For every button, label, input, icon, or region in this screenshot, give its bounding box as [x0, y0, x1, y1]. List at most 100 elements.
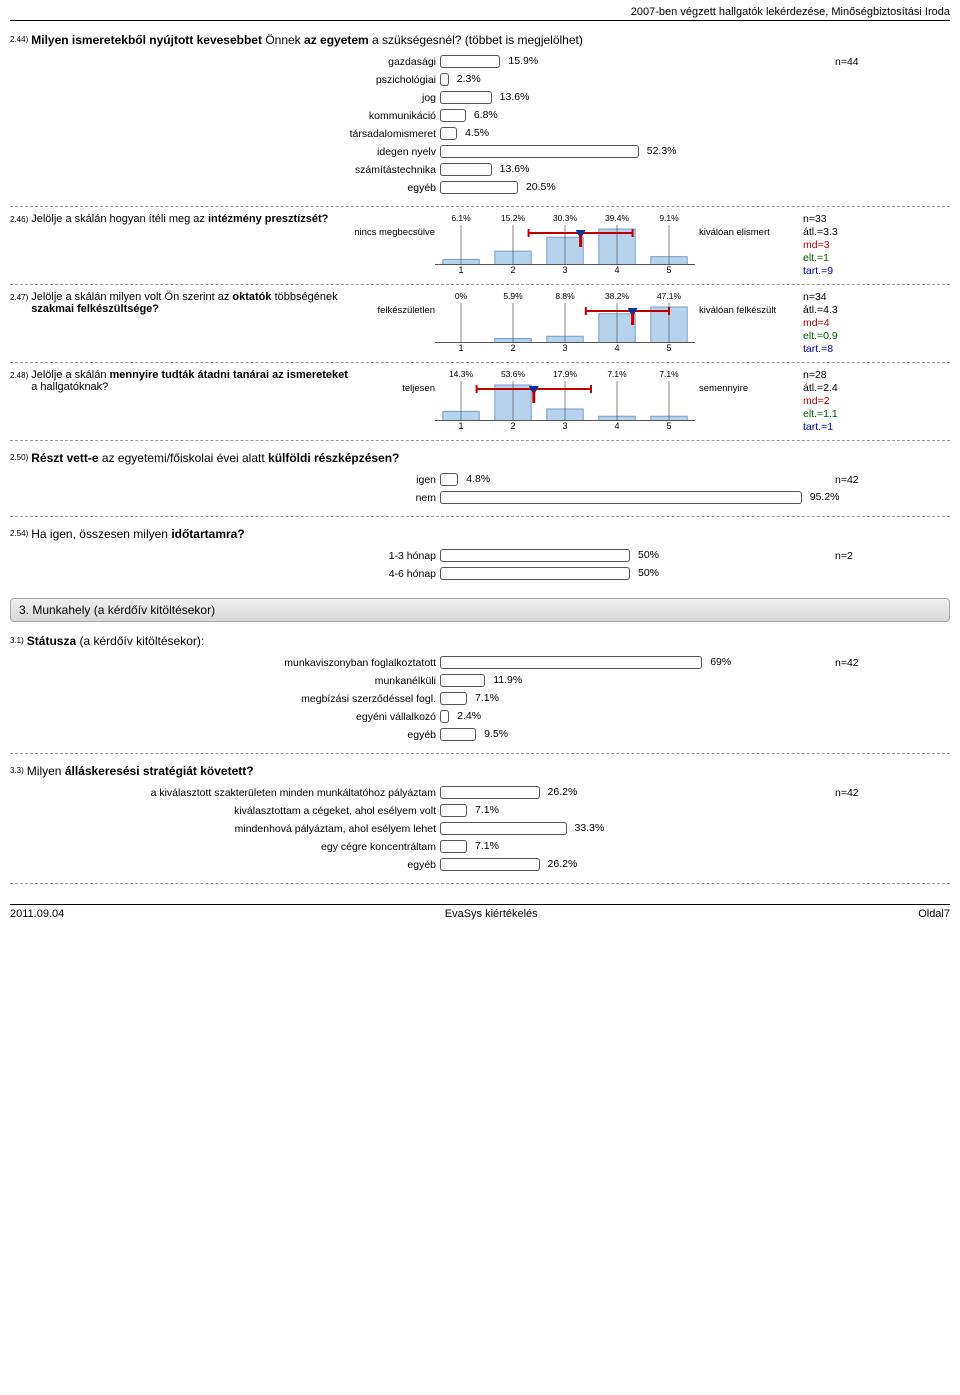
- q250-block: 2.50) Részt vett-e az egyetemi/főiskolai…: [10, 447, 950, 506]
- hbar-track: 69%: [440, 655, 820, 670]
- hbar-bar: [440, 786, 540, 799]
- likert-axis-tick: 2: [487, 421, 539, 433]
- hbar-track: 15.9%: [440, 54, 820, 69]
- q254-title: 2.54) Ha igen, összesen milyen időtartam…: [10, 523, 950, 541]
- hbar-bar: [440, 55, 500, 68]
- q-text-bold2: az egyetem: [304, 33, 369, 47]
- hbar-value: 20.5%: [526, 181, 556, 193]
- hbar-value: 15.9%: [508, 55, 538, 67]
- separator: [10, 284, 950, 285]
- likert-axis-row: 12345: [435, 265, 695, 277]
- likert-axis-tick: 1: [435, 265, 487, 277]
- q-text-post: (a kérdőív kitöltésekor):: [76, 634, 204, 648]
- stat-line: n=33: [803, 213, 875, 226]
- q-text-bold2: szakmai felkészültsége?: [31, 303, 159, 315]
- q-text-mid: többségének: [272, 291, 338, 303]
- footer-left: 2011.09.04: [10, 908, 64, 920]
- hbar-label: egyéb: [10, 859, 440, 871]
- hbar-label: pszichológiai: [10, 74, 440, 86]
- likert-axis-tick: 4: [591, 343, 643, 355]
- hbar-bar: [440, 656, 702, 669]
- likert-axis-tick: 5: [643, 343, 695, 355]
- hbar-bar: [440, 567, 630, 580]
- q-text: Jelölje a skálán mennyire tudták átadni …: [31, 369, 350, 393]
- hbar-track: 13.6%: [440, 90, 820, 105]
- hbar-n: n=42: [820, 787, 890, 799]
- hbar-row: megbízási szerződéssel fogl.7.1%: [10, 690, 950, 707]
- q-text: Milyen ismeretekből nyújtott kevesebbet …: [31, 33, 950, 47]
- hbar-row: 1-3 hónap50%n=2: [10, 547, 950, 564]
- q33-title: 3.3) Milyen álláskeresési stratégiát köv…: [10, 760, 950, 778]
- likert-axis-row: 12345: [435, 421, 695, 433]
- hbar-value: 11.9%: [493, 674, 522, 686]
- hbar-track: 7.1%: [440, 691, 820, 706]
- hbar-label: munkaviszonyban foglalkoztatott: [10, 657, 440, 669]
- likert-left-label: nincs megbecsülve: [350, 213, 435, 238]
- hbar-row: munkaviszonyban foglalkoztatott69%n=42: [10, 654, 950, 671]
- hbar-label: egy cégre koncentráltam: [10, 841, 440, 853]
- hbar-row: pszichológiai2.3%: [10, 71, 950, 88]
- hbar-track: 2.4%: [440, 709, 820, 724]
- likert-axis-tick: 4: [591, 265, 643, 277]
- q-text: Milyen álláskeresési stratégiát követett…: [27, 764, 950, 778]
- hbar-value: 26.2%: [548, 858, 578, 870]
- q-text-pre: Jelölje a skálán milyen volt Ön szerint …: [31, 291, 232, 303]
- q-number: 2.48): [10, 369, 31, 393]
- hbar-label: idegen nyelv: [10, 146, 440, 158]
- hbar-bar: [440, 710, 449, 723]
- q248-chart: 14.3%53.6%17.9%7.1%7.1% 12345: [435, 369, 695, 433]
- likert-pct: 8.8%: [539, 291, 591, 303]
- page-header: 2007-ben végzett hallgatók lekérdezése, …: [10, 0, 950, 21]
- stat-line: md=3: [803, 239, 875, 252]
- q-text-bold1: Részt vett-e: [31, 451, 98, 465]
- hbar-row: kiválasztottam a cégeket, ahol esélyem v…: [10, 802, 950, 819]
- hbar-track: 20.5%: [440, 180, 820, 195]
- hbar-label: munkanélküli: [10, 675, 440, 687]
- stat-line: elt.=0.9: [803, 330, 875, 343]
- hbar-label: 4-6 hónap: [10, 568, 440, 580]
- hbar-row: egyéb9.5%: [10, 726, 950, 743]
- hbar-track: 13.6%: [440, 162, 820, 177]
- separator: [10, 516, 950, 517]
- hbar-bar: [440, 692, 467, 705]
- q-text: Státusza (a kérdőív kitöltésekor):: [27, 634, 950, 648]
- hbar-value: 4.8%: [466, 473, 490, 485]
- likert-pct-row: 6.1%15.2%30.3%39.4%9.1%: [435, 213, 695, 225]
- likert-axis-tick: 3: [539, 265, 591, 277]
- likert-axis-tick: 5: [643, 265, 695, 277]
- stat-line: átl.=4.3: [803, 304, 875, 317]
- q250-title: 2.50) Részt vett-e az egyetemi/főiskolai…: [10, 447, 950, 465]
- q248-stats: n=28átl.=2.4md=2elt.=1.1tart.=1: [795, 369, 875, 434]
- q246-row: 2.46) Jelölje a skálán hogyan ítéli meg …: [10, 213, 950, 278]
- likert-pct-row: 14.3%53.6%17.9%7.1%7.1%: [435, 369, 695, 381]
- hbar-row: egyéb 26.2%: [10, 856, 950, 873]
- hbar-n: n=42: [820, 474, 890, 486]
- hbar-value: 95.2%: [810, 491, 840, 503]
- likert-pct: 6.1%: [435, 213, 487, 225]
- q-text-bold: álláskeresési stratégiát követett?: [65, 764, 254, 778]
- stat-line: tart.=8: [803, 343, 875, 356]
- hbar-track: 26.2%: [440, 785, 820, 800]
- stat-line: elt.=1.1: [803, 408, 875, 421]
- hbar-value: 13.6%: [500, 163, 530, 175]
- stat-line: md=4: [803, 317, 875, 330]
- hbar-label: a kiválasztott szakterületen minden munk…: [10, 787, 440, 799]
- q-text: Részt vett-e az egyetemi/főiskolai évei …: [31, 451, 950, 465]
- hbar-label: kiválasztottam a cégeket, ahol esélyem v…: [10, 805, 440, 817]
- hbar-bar: [440, 473, 458, 486]
- hbar-label: társadalomismeret: [10, 128, 440, 140]
- hbar-row: igen4.8%n=42: [10, 471, 950, 488]
- hbar-value: 7.1%: [475, 692, 499, 704]
- hbar-value: 33.3%: [575, 822, 605, 834]
- hbar-row: mindenhová pályáztam, ahol esélyem lehet…: [10, 820, 950, 837]
- q-text: Jelölje a skálán hogyan ítéli meg az int…: [31, 213, 350, 225]
- hbar-track: 6.8%: [440, 108, 820, 123]
- separator: [10, 883, 950, 884]
- q254-bars: 1-3 hónap50%n=24-6 hónap50%: [10, 547, 950, 582]
- hbar-track: 9.5%: [440, 727, 820, 742]
- q247-stats: n=34átl.=4.3md=4elt.=0.9tart.=8: [795, 291, 875, 356]
- hbar-n: n=42: [820, 657, 890, 669]
- q-text-bold: időtartamra?: [171, 527, 244, 541]
- hbar-label: egyéni vállalkozó: [10, 711, 440, 723]
- hbar-n: n=44: [820, 56, 890, 68]
